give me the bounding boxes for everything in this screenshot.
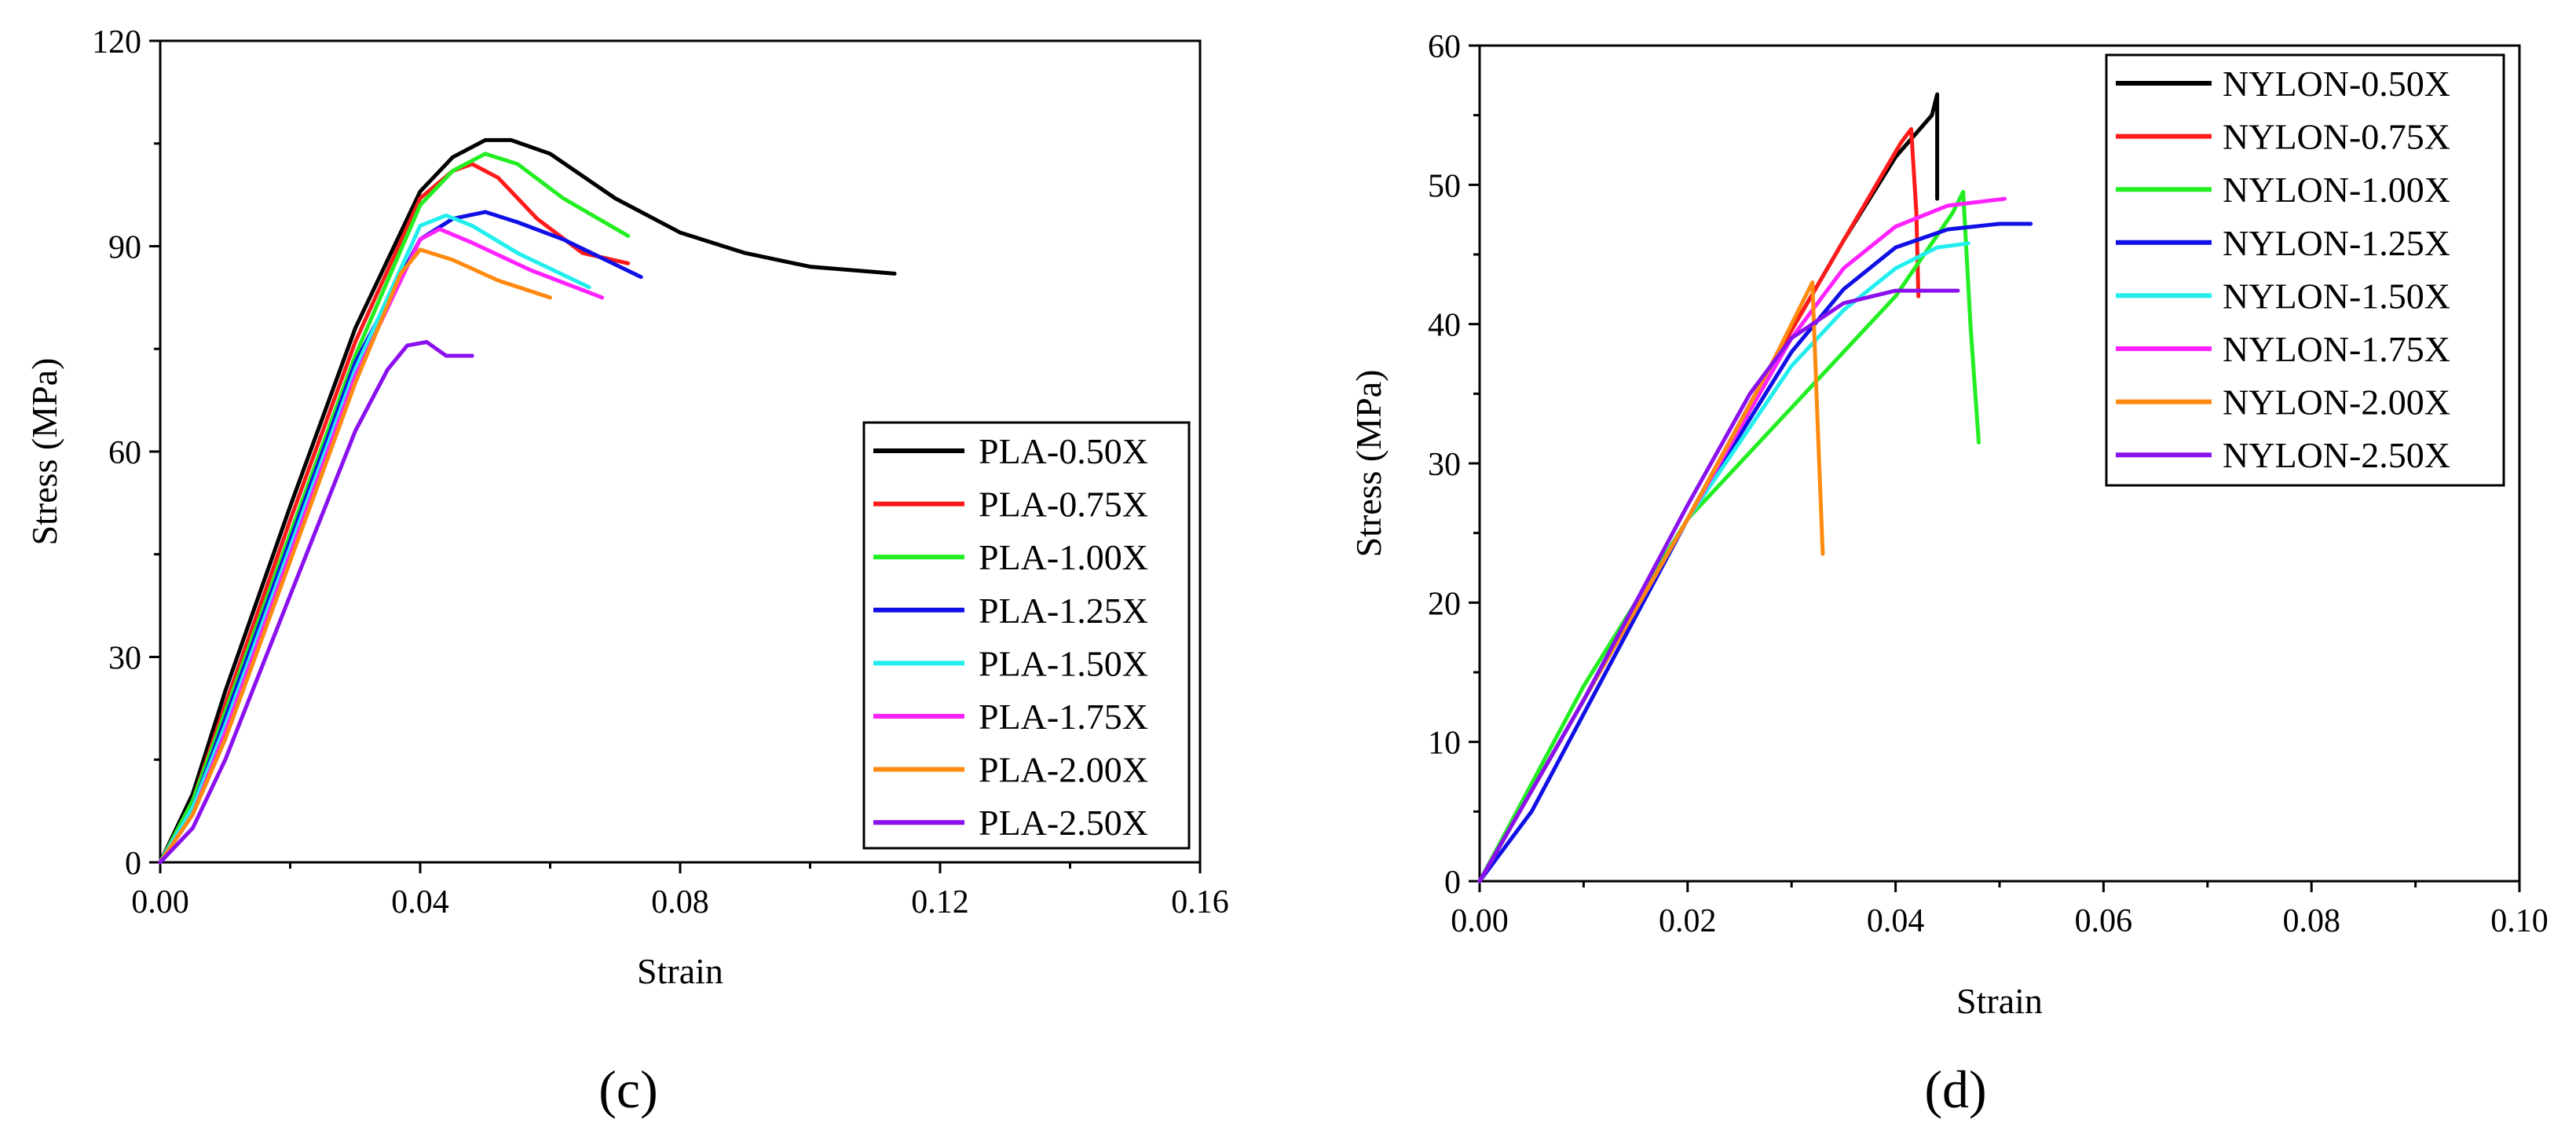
x-tick-label: 0.00 xyxy=(131,884,189,920)
y-tick-label: 30 xyxy=(1428,447,1461,483)
y-tick-label: 30 xyxy=(108,641,141,677)
legend-label: PLA-0.75X xyxy=(979,485,1148,525)
legend-label: PLA-1.50X xyxy=(979,643,1148,683)
x-tick-label: 0.08 xyxy=(2282,903,2340,939)
y-axis-title: Stress (MPa) xyxy=(24,358,64,546)
legend-label: NYLON-2.00X xyxy=(2223,382,2450,423)
series-line-pla-1.25x xyxy=(158,210,643,865)
legend-label: NYLON-1.25X xyxy=(2223,223,2450,263)
series-line-pla-2.50x xyxy=(158,340,474,865)
y-tick-label: 90 xyxy=(108,230,141,266)
series-line-pla-1.50x xyxy=(158,213,591,865)
panel-c-chart: 0.00 0.04 0.08 0.12 0.16 0 30 60 90 120 Strain Stre… xyxy=(24,24,1229,1119)
x-tick-label: 0.04 xyxy=(1867,903,1925,939)
legend-label: NYLON-0.50X xyxy=(2223,64,2450,104)
y-tick-label: 60 xyxy=(1428,29,1461,65)
legend-label: PLA-0.50X xyxy=(979,431,1148,471)
series-line-nylon-2.50x xyxy=(1477,288,1960,884)
legend-label: PLA-1.00X xyxy=(979,537,1148,577)
panel-label-d: (d) xyxy=(1924,1059,1986,1119)
legend-label: PLA-2.00X xyxy=(979,750,1148,790)
legend-label: NYLON-0.75X xyxy=(2223,117,2450,157)
legend-label: PLA-1.25X xyxy=(979,591,1148,631)
x-tick-label: 0.04 xyxy=(391,884,449,920)
x-tick-label: 0.08 xyxy=(651,884,709,920)
series-line-nylon-1.50x xyxy=(1477,241,1970,884)
legend-label: NYLON-1.50X xyxy=(2223,276,2450,316)
legend-label: NYLON-1.00X xyxy=(2223,170,2450,210)
legend-box-d xyxy=(2105,53,2505,487)
legend-label: NYLON-2.50X xyxy=(2223,435,2450,475)
series-line-pla-1.00x xyxy=(158,152,631,865)
panel-label-c: (c) xyxy=(598,1059,657,1119)
legend-box-c xyxy=(862,421,1191,850)
x-tick-label: 0.02 xyxy=(1659,903,1717,939)
x-tick-label: 0.06 xyxy=(2075,903,2133,939)
series-line-pla-0.50x xyxy=(158,137,897,865)
x-tick-label: 0.10 xyxy=(2490,903,2549,939)
legend-label: PLA-1.75X xyxy=(979,697,1148,737)
y-tick-label: 120 xyxy=(92,24,141,60)
series-line-nylon-1.00x xyxy=(1477,189,1981,884)
y-tick-label: 20 xyxy=(1428,586,1461,622)
x-tick-label: 0.00 xyxy=(1451,903,1509,939)
y-tick-label: 10 xyxy=(1428,726,1461,762)
y-tick-label: 0 xyxy=(125,846,141,882)
x-tick-label: 0.12 xyxy=(911,884,969,920)
series-line-nylon-1.75x xyxy=(1477,196,2007,884)
series-line-nylon-1.25x xyxy=(1477,221,2033,884)
y-tick-label: 40 xyxy=(1428,308,1461,344)
x-axis-title: Strain xyxy=(1956,981,2043,1021)
y-tick-label: 60 xyxy=(108,435,141,471)
x-axis-title: Strain xyxy=(637,951,723,991)
panel-d-chart: 0.00 0.02 0.04 0.06 0.08 0.10 0 10 20 30 40 50 60 Str… xyxy=(1348,29,2549,1119)
series-line-pla-2.00x xyxy=(158,247,552,865)
y-tick-label: 0 xyxy=(1444,865,1461,901)
legend-label: PLA-2.50X xyxy=(979,803,1148,843)
y-tick-label: 50 xyxy=(1428,168,1461,204)
legend-label: NYLON-1.75X xyxy=(2223,329,2450,369)
y-axis-title: Stress (MPa) xyxy=(1348,370,1389,558)
x-tick-label: 0.16 xyxy=(1171,884,1229,920)
